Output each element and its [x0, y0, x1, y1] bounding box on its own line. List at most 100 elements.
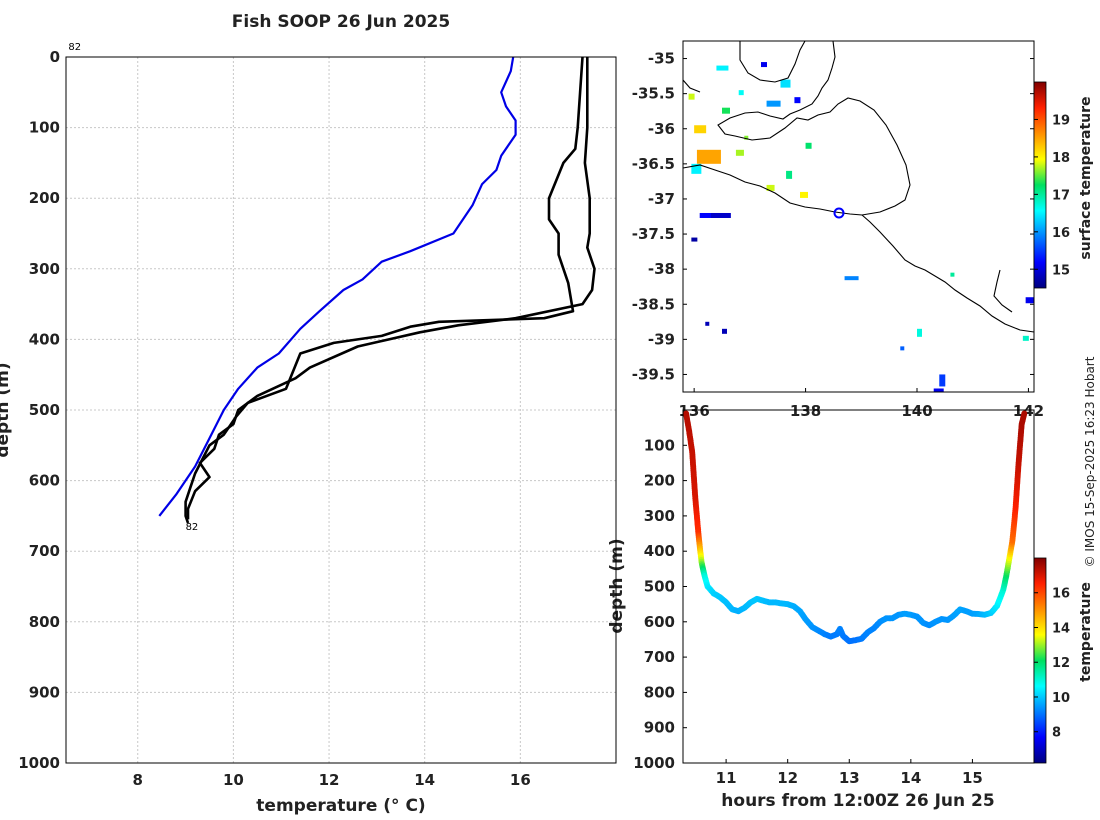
map-ytick-label: -36 [648, 120, 675, 138]
series-line-profile-2 [186, 57, 596, 520]
map-xtick-label: 142 [1013, 402, 1044, 420]
timeseries-ytick-label: 200 [644, 472, 675, 490]
profile-ytick-label: 0 [50, 48, 60, 66]
profile-ytick-label: 600 [29, 472, 60, 490]
map-panel [683, 41, 1034, 392]
timeseries-ytick-label: 1000 [633, 754, 675, 772]
map-xtick-label: 140 [901, 402, 932, 420]
sst-pixel [691, 163, 702, 174]
series-line-climatology [158, 57, 517, 517]
profile-ytick-label: 1000 [18, 754, 60, 772]
sst-pixel [688, 93, 695, 100]
timeseries-ytick-label: 300 [644, 507, 675, 525]
profile-grid [66, 56, 616, 764]
profile-xtick-label: 12 [319, 771, 340, 789]
sst-pixel [722, 107, 730, 114]
sst-pixel [800, 191, 808, 198]
timeseries-colorbar-tick-label: 14 [1052, 621, 1070, 636]
map-ytick-label: -35 [648, 50, 675, 68]
timeseries-xtick-label: 13 [839, 769, 860, 787]
sst-pixel [696, 149, 721, 164]
sst-pixel [761, 62, 767, 68]
sst-pixel [722, 328, 727, 334]
sst-pixel [716, 65, 729, 71]
map-colorbar-ticks: 15 16 17 18 19 [1034, 113, 1070, 278]
timeseries-ytick-label: 700 [644, 648, 675, 666]
timeseries-points [683, 410, 1028, 645]
map-colorbar-tick-label: 17 [1052, 188, 1070, 203]
map-sst-pixels [688, 62, 1034, 392]
map-colorbar-tick-label: 18 [1052, 151, 1070, 166]
series-line-profile-1 [184, 57, 584, 524]
map-colorbar [1033, 81, 1047, 289]
timeseries-ytick-label: 900 [644, 719, 675, 737]
timeseries-ylabel: depth (m) [607, 538, 627, 633]
profile-annotations: 82 82 [68, 42, 198, 533]
map-ticks: -35 -35.5 -36 -36.5 -37 -37.5 -38 -38.5 -39 -39.5… [632, 50, 1044, 420]
profile-ticks: 8 10 12 14 16 0 100 200 300 400 500 600 700 800 900 100… [18, 48, 531, 789]
timeseries-colorbar [1033, 557, 1047, 764]
sst-pixel [694, 125, 707, 134]
map-ytick-label: -38 [648, 260, 675, 278]
timeseries-ytick-label: 500 [644, 578, 675, 596]
timeseries-xtick-label: 15 [962, 769, 983, 787]
map-ytick-label: -36.5 [632, 155, 675, 173]
profile-xtick-label: 14 [414, 771, 435, 789]
coast-bay-east [993, 269, 1013, 313]
coast-main [683, 164, 1034, 333]
chart-title: Fish SOOP 26 Jun 2025 [232, 12, 450, 32]
sst-pixel [766, 184, 775, 191]
timeseries-xlabel: hours from 12:00Z 26 Jun 25 [721, 791, 994, 811]
profile-xtick-label: 10 [223, 771, 244, 789]
timeseries-ytick-label: 400 [644, 542, 675, 560]
profile-xtick-label: 8 [133, 771, 143, 789]
sst-pixel [939, 374, 946, 387]
profile-ytick-label: 500 [29, 401, 60, 419]
map-frame [682, 40, 1035, 393]
profile-ytick-label: 700 [29, 542, 60, 560]
profile-ytick-label: 200 [29, 189, 60, 207]
sst-pixel [735, 149, 744, 156]
map-colorbar-label: surface temperature [1078, 96, 1094, 259]
timeseries-ytick-label: 600 [644, 613, 675, 631]
timeseries-ytick-label: 100 [644, 436, 675, 454]
map-ytick-label: -35.5 [632, 85, 675, 103]
timeseries-colorbar-tick-label: 10 [1052, 691, 1070, 706]
sst-pixel [766, 100, 781, 107]
timeseries-point [1021, 410, 1028, 417]
profile-ytick-label: 900 [29, 683, 60, 701]
timeseries-colorbar-label: temperature [1078, 582, 1094, 682]
sst-pixel [780, 79, 791, 88]
map-ytick-label: -38.5 [632, 295, 675, 313]
map-ytick-label: -37 [648, 190, 675, 208]
sst-pixel [950, 272, 955, 277]
timeseries-xtick-label: 14 [900, 769, 921, 787]
sst-pixel [744, 135, 749, 140]
profile-ylabel: depth (m) [0, 362, 13, 457]
sst-pixel [738, 90, 744, 96]
ship-position-marker [833, 207, 845, 219]
sst-pixel [699, 212, 720, 218]
sst-pixel [933, 388, 944, 392]
timeseries-colorbar-tick-label: 8 [1052, 726, 1061, 741]
sst-pixel [844, 276, 859, 281]
profile-ytick-label: 100 [29, 119, 60, 137]
profile-xtick-label: 16 [510, 771, 531, 789]
profile-plot-frame [65, 56, 617, 764]
timeseries-xtick-label: 11 [716, 769, 737, 787]
timeseries-colorbar-tick-label: 16 [1052, 587, 1070, 602]
map-colorbar-tick-label: 15 [1052, 263, 1070, 278]
profile-annotation: 82 [68, 42, 81, 53]
map-colorbar-tick-label: 16 [1052, 226, 1070, 241]
sst-pixel [1025, 297, 1034, 304]
timeseries-frame [682, 409, 1035, 764]
sst-pixel [917, 328, 922, 337]
timeseries-xtick-label: 12 [777, 769, 798, 787]
profile-ytick-label: 800 [29, 613, 60, 631]
sst-pixel [710, 212, 731, 218]
map-ytick-label: -39.5 [632, 365, 675, 383]
timeseries-colorbar-tick-label: 12 [1052, 656, 1070, 671]
coast-small [683, 79, 701, 93]
timeseries-ytick-label: 800 [644, 683, 675, 701]
